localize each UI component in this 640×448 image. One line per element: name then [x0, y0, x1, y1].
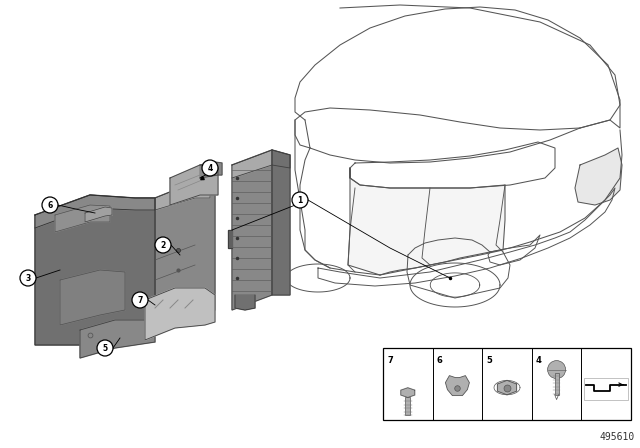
Text: 495610: 495610 — [600, 432, 635, 442]
Polygon shape — [55, 205, 110, 232]
Polygon shape — [60, 270, 125, 325]
Text: 6: 6 — [47, 201, 52, 210]
Polygon shape — [348, 168, 505, 275]
Polygon shape — [155, 182, 215, 330]
Text: 4: 4 — [207, 164, 212, 172]
Circle shape — [292, 192, 308, 208]
Text: 7: 7 — [138, 296, 143, 305]
Polygon shape — [575, 148, 622, 205]
Text: 4: 4 — [536, 356, 541, 365]
Bar — [405, 397, 410, 415]
Polygon shape — [80, 320, 155, 358]
Circle shape — [132, 292, 148, 308]
Polygon shape — [145, 288, 215, 340]
Polygon shape — [272, 150, 290, 295]
Polygon shape — [35, 195, 155, 228]
Polygon shape — [155, 182, 210, 210]
Polygon shape — [85, 207, 112, 222]
Polygon shape — [401, 388, 415, 397]
Polygon shape — [235, 295, 255, 310]
Circle shape — [20, 270, 36, 286]
Polygon shape — [232, 150, 290, 178]
Text: 5: 5 — [102, 344, 108, 353]
Polygon shape — [228, 230, 232, 248]
Text: 1: 1 — [298, 195, 303, 204]
Bar — [383, 348, 631, 420]
Circle shape — [42, 197, 58, 213]
Polygon shape — [35, 195, 155, 345]
Polygon shape — [200, 162, 222, 178]
Text: 5: 5 — [486, 356, 492, 365]
Text: 3: 3 — [26, 273, 31, 283]
Polygon shape — [170, 165, 218, 205]
Text: 6: 6 — [436, 356, 442, 365]
Circle shape — [548, 361, 566, 379]
Polygon shape — [445, 375, 469, 396]
Polygon shape — [497, 380, 516, 395]
Polygon shape — [232, 150, 272, 310]
Circle shape — [202, 160, 218, 176]
Circle shape — [155, 237, 171, 253]
Circle shape — [97, 340, 113, 356]
Text: 7: 7 — [387, 356, 393, 365]
Text: 2: 2 — [161, 241, 166, 250]
Bar — [584, 378, 628, 400]
Bar — [555, 373, 559, 395]
